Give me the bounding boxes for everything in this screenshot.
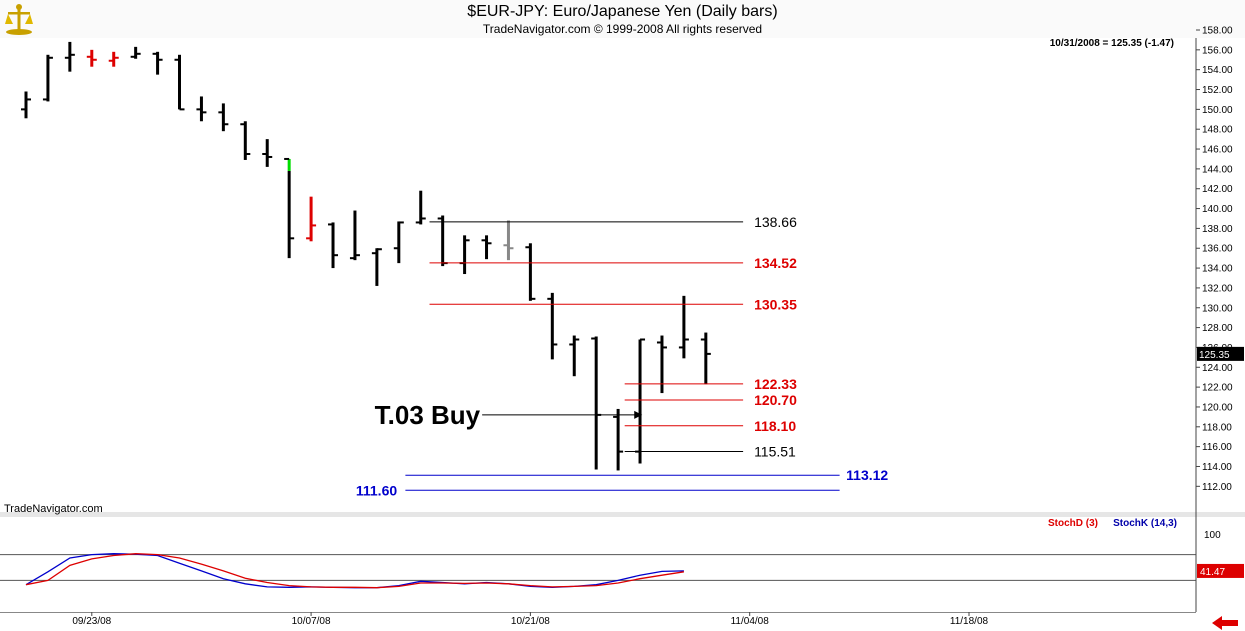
ohlc-bar: [86, 49, 97, 67]
ohlc-bar: [547, 292, 558, 360]
ohlc-bar: [415, 190, 426, 225]
last-price-info: 10/31/2008 = 125.35 (-1.47): [1050, 38, 1174, 49]
ohlc-bar: [306, 196, 317, 242]
price-axis-tick-label: 138.00: [1202, 224, 1233, 235]
ohlc-bar: [569, 335, 580, 377]
scroll-left-arrow-icon: [1212, 616, 1238, 630]
stoch-legend-k: StochK (14,3): [1113, 518, 1177, 529]
ohlc-bar: [678, 295, 689, 359]
price-axis-tick-label: 158.00: [1202, 26, 1233, 37]
price-axis-tick-label: 146.00: [1202, 145, 1233, 156]
stoch-legend-d: StochD (3): [1048, 518, 1098, 529]
ohlc-bar: [700, 332, 711, 385]
ohlc-bar: [613, 408, 624, 471]
price-axis-tick-label: 140.00: [1202, 204, 1233, 215]
stoch-k-line: [25, 553, 684, 589]
level-label: 118.10: [754, 418, 796, 434]
ohlc-bar: [349, 210, 360, 261]
time-axis-tick-label: 10/21/08: [511, 616, 550, 627]
ohlc-bar: [656, 335, 667, 394]
ohlc-bar: [437, 215, 448, 267]
price-axis-tick-label: 130.00: [1202, 303, 1233, 314]
ohlc-bar: [218, 103, 229, 132]
price-axis-tick-label: 124.00: [1202, 363, 1233, 374]
price-axis-tick-label: 118.00: [1202, 422, 1232, 433]
trade-navigator-logo: [4, 2, 34, 36]
ohlc-bar: [240, 121, 251, 160]
time-axis-tick-label: 11/04/08: [731, 616, 770, 627]
stoch-last-value-box: [1197, 563, 1244, 578]
level-label: 113.12: [846, 467, 888, 483]
ohlc-bar: [503, 220, 514, 261]
buy-arrow-head: [634, 410, 643, 419]
ohlc-bar: [284, 157, 295, 259]
price-axis-tick-label: 122.00: [1202, 383, 1233, 394]
ohlc-bar: [64, 41, 75, 72]
ohlc-bar: [635, 338, 646, 464]
ohlc-bar: [459, 235, 470, 275]
last-price-box: [1197, 346, 1244, 361]
ohlc-bar: [525, 243, 536, 301]
chart-title: $EUR-JPY: Euro/Japanese Yen (Daily bars): [467, 3, 778, 20]
time-axis-tick-label: 09/23/08: [72, 616, 111, 627]
level-label: 111.60: [356, 482, 397, 498]
level-label: 134.52: [754, 255, 797, 271]
price-axis-tick-label: 112.00: [1202, 482, 1232, 493]
chart-subtitle: TradeNavigator.com © 1999-2008 All right…: [482, 22, 763, 36]
chart-header: $EUR-JPY: Euro/Japanese Yen (Daily bars)…: [0, 0, 1245, 38]
price-axis-tick-label: 142.00: [1202, 184, 1233, 195]
ohlc-bar: [328, 222, 339, 269]
price-axis-tick-label: 150.00: [1202, 105, 1233, 116]
level-label: 122.33: [754, 376, 797, 392]
price-axis-tick-label: 156.00: [1202, 45, 1233, 56]
time-axis-tick-label: 10/07/08: [292, 616, 331, 627]
price-axis-tick-label: 120.00: [1202, 402, 1233, 413]
level-label: 120.70: [754, 392, 797, 408]
buy-signal-label: T.03 Buy: [375, 400, 481, 430]
price-axis-tick-label: 154.00: [1202, 65, 1233, 76]
panel-separator: [0, 512, 1245, 517]
ohlc-bar: [262, 139, 273, 167]
ohlc-bar: [152, 51, 163, 75]
price-axis-tick-label: 152.00: [1202, 85, 1233, 96]
price-axis-tick-label: 114.00: [1202, 462, 1232, 473]
price-axis-tick-label: 136.00: [1202, 244, 1233, 255]
price-axis-tick-label: 144.00: [1202, 164, 1233, 175]
ohlc-bar: [108, 51, 119, 67]
time-axis-line: [0, 612, 1196, 613]
ohlc-bar: [371, 248, 382, 286]
ohlc-bar: [591, 336, 602, 470]
price-axis-tick-label: 148.00: [1202, 125, 1233, 136]
price-axis-tick-label: 134.00: [1202, 264, 1233, 275]
stoch-last-value-label: 41.47: [1200, 567, 1225, 578]
price-axis-tick-label: 128.00: [1202, 323, 1233, 334]
price-axis-tick-label: 132.00: [1202, 283, 1233, 294]
level-label: 115.51: [754, 444, 796, 460]
time-axis-tick-label: 11/18/08: [950, 616, 989, 627]
last-price-label: 125.35: [1199, 350, 1230, 361]
ohlc-bar: [174, 54, 185, 111]
ohlc-bar: [481, 235, 492, 260]
ohlc-bar: [42, 54, 53, 102]
level-label: 130.35: [754, 296, 797, 312]
ohlc-bar: [130, 46, 141, 59]
stoch-d-line: [25, 553, 684, 589]
ohlc-bar: [196, 96, 207, 122]
ohlc-bar: [393, 221, 404, 264]
price-axis-tick-label: 116.00: [1202, 442, 1232, 453]
ohlc-bar: [21, 91, 31, 119]
stoch-axis-tick-label: 100: [1204, 530, 1221, 541]
level-label: 138.66: [754, 214, 797, 230]
watermark: TradeNavigator.com: [4, 503, 103, 515]
